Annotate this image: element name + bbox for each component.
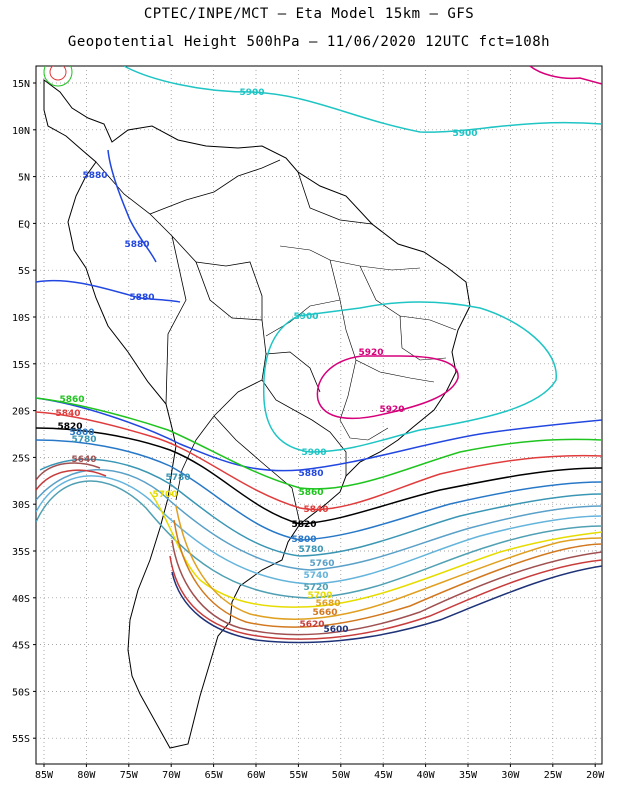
lat-label: EQ (18, 219, 30, 230)
lat-label: 45S (12, 641, 30, 652)
contour-label-5860: 5860 (298, 488, 323, 498)
contour-5880 (36, 397, 602, 472)
contour-label-5660: 5660 (312, 608, 337, 618)
contour-lines (36, 66, 602, 644)
lat-label: 50S (12, 687, 30, 698)
contour-label-5780: 5780 (298, 545, 323, 555)
lon-label: 45W (374, 770, 393, 781)
contour-label-5780: 5780 (165, 473, 190, 483)
contour-5780 (39, 458, 602, 557)
lon-label: 35W (459, 770, 478, 781)
lat-label: 15S (12, 360, 30, 371)
lon-label: 50W (332, 770, 351, 781)
contour-labels: 5920 5920 5900 5900 5900 5900 5880 5880 5880 5880… (55, 88, 477, 635)
contour-label-5740: 5740 (303, 571, 328, 581)
contour-5900 (262, 301, 557, 453)
contour-5820 (36, 427, 602, 525)
lon-label: 65W (205, 770, 224, 781)
lon-label: 80W (77, 770, 96, 781)
contour-label-5700: 5700 (152, 490, 177, 500)
graticule (36, 66, 602, 764)
country-borders (95, 159, 373, 525)
contour-label-5840: 5840 (55, 409, 80, 419)
contour-label-5640: 5640 (71, 455, 96, 465)
contour-5840 (36, 411, 602, 511)
lat-label: 10S (12, 313, 30, 324)
contour-label-5700: 5700 (307, 591, 332, 601)
lon-label: 75W (120, 770, 139, 781)
map-frame (35, 65, 603, 765)
contour-label-5680: 5680 (315, 599, 340, 609)
contour-5740 (36, 475, 602, 585)
contour-label-5900: 5900 (293, 312, 318, 322)
contour-label-5760: 5760 (309, 559, 334, 569)
lat-label: 10N (12, 126, 30, 137)
contour-5880 (36, 279, 181, 303)
contour-label-5600: 5600 (323, 625, 348, 635)
lat-label: 25S (12, 453, 30, 464)
lon-label: 55W (289, 770, 308, 781)
lon-label: 40W (417, 770, 436, 781)
contour-5900 (123, 66, 602, 133)
title-line-1: CPTEC/INPE/MCT – Eta Model 15km – GFS (143, 6, 475, 22)
contour-5760 (36, 468, 602, 571)
lon-label: 30W (501, 770, 520, 781)
lat-label: 30S (12, 500, 30, 511)
contour-label-5860: 5860 (59, 395, 84, 405)
contour-label-5900: 5900 (452, 129, 477, 139)
contour-label-5920: 5920 (379, 405, 404, 415)
south-america-coastline (43, 79, 471, 749)
contour-label-5780: 5780 (71, 435, 96, 445)
contour-5860 (36, 397, 602, 490)
contour-label-5820: 5820 (57, 422, 82, 432)
lat-label: 5N (18, 173, 30, 184)
contour-label-5880: 5880 (129, 293, 154, 303)
contour-5640 (36, 462, 602, 636)
contour-label-5620: 5620 (299, 620, 324, 630)
lat-label: 35S (12, 547, 30, 558)
state-borders (265, 245, 457, 441)
contour-5720 (36, 480, 602, 599)
contour-label-5800: 5800 (291, 535, 316, 545)
contour-5680 (175, 505, 602, 620)
lon-label: 25W (544, 770, 563, 781)
lat-label: 5S (18, 266, 30, 277)
lat-label: 15N (12, 79, 30, 90)
contour-label-5720: 5720 (303, 583, 328, 593)
contour-label-5880: 5880 (82, 171, 107, 181)
lat-label: 40S (12, 594, 30, 605)
contour-label-5900: 5900 (301, 448, 326, 458)
contour-label-5880: 5880 (124, 240, 149, 250)
lon-label: 20W (586, 770, 605, 781)
title-line-2: Geopotential Height 500hPa – 11/06/2020 … (67, 34, 551, 50)
contour-5800 (36, 439, 602, 541)
contour-5700 (149, 491, 602, 608)
contour-5920 (316, 355, 459, 420)
contour-5600 (171, 565, 602, 644)
contour-5920 (529, 66, 602, 85)
low-center-marker (49, 66, 67, 81)
contour-label-5900: 5900 (239, 88, 264, 98)
lon-label: 85W (35, 770, 54, 781)
lon-label: 70W (162, 770, 181, 781)
contour-5880 (107, 149, 157, 263)
lat-label: 55S (12, 734, 30, 745)
lat-label: 20S (12, 407, 30, 418)
contour-label-5840: 5840 (303, 505, 328, 515)
contour-label-5820: 5820 (291, 520, 316, 530)
axis-ticks: 15N 10N 5N EQ 5S 10S 15S 20S 25S 30S 35S 40S 45S 50S 5… (12, 79, 605, 781)
contour-label-5800: 5800 (69, 428, 94, 438)
contour-label-5920: 5920 (358, 348, 383, 358)
low-center-ring (43, 66, 73, 87)
contour-5660 (173, 519, 602, 628)
contour-label-5880: 5880 (298, 469, 323, 479)
contour-5620 (36, 469, 602, 640)
lon-label: 60W (247, 770, 266, 781)
